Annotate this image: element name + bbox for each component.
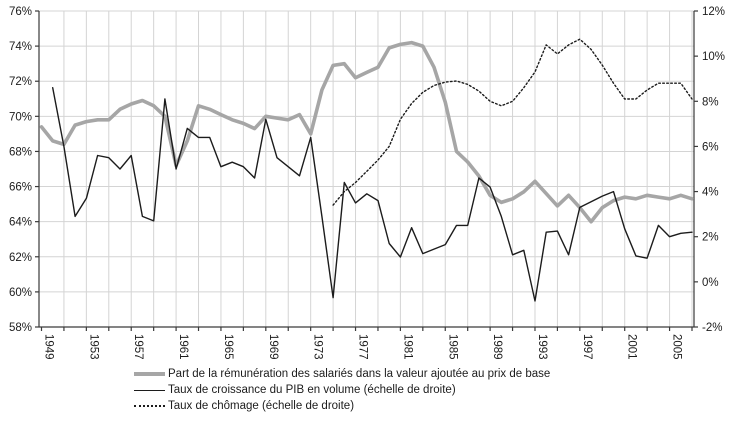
left-axis-label: 70%: [9, 111, 32, 123]
series-line-1: [52, 86, 693, 302]
x-axis-label: 1973: [312, 334, 324, 360]
x-axis-label: 1969: [267, 334, 279, 360]
left-axis-label: 58%: [9, 322, 32, 334]
line-chart-canvas: 76% 74% 72% 70% 68% 66% 64% 62% 60% 58% 12% 10% 8% 6%…: [9, 6, 725, 360]
x-axis-label: 1977: [357, 334, 369, 360]
right-axis-label: 6%: [702, 141, 719, 153]
x-axis-label: 1981: [401, 334, 413, 360]
legend-item-unemployment: Taux de chômage (échelle de droite): [134, 398, 550, 414]
x-axis-label: 1985: [446, 334, 458, 360]
x-axis-label: 1957: [132, 334, 144, 360]
legend-label: Taux de croissance du PIB en volume (éch…: [168, 384, 456, 396]
x-axis-label: 1953: [87, 334, 99, 360]
right-axis-label: 10%: [702, 51, 725, 63]
right-axis-label: 0%: [702, 277, 719, 289]
chart-legend: Part de la rémunération des salariés dan…: [134, 366, 550, 414]
legend-label: Part de la rémunération des salariés dan…: [168, 368, 551, 380]
right-axis-label: 4%: [702, 187, 719, 199]
thin-black-line-icon: [134, 389, 165, 391]
legend-item-gdp-growth: Taux de croissance du PIB en volume (éch…: [134, 382, 550, 398]
left-axis-label: 74%: [9, 41, 32, 53]
legend-item-labour-share: Part de la rémunération des salariés dan…: [134, 366, 550, 382]
x-axis-label: 1949: [43, 334, 55, 360]
left-axis-label: 72%: [9, 76, 32, 88]
left-axis-label: 60%: [9, 287, 32, 299]
legend-label: Taux de chômage (échelle de droite): [168, 400, 355, 412]
dotted-black-line-icon: [134, 405, 165, 407]
left-axis-label: 76%: [9, 6, 32, 18]
thick-gray-line-icon: [134, 372, 165, 376]
x-axis-label: 1961: [177, 334, 189, 360]
x-axis-label: 2005: [671, 334, 683, 360]
right-axis-label: -2%: [702, 322, 722, 334]
x-axis-label: 1989: [491, 334, 503, 360]
series-line-0: [39, 40, 694, 224]
right-axis-label: 2%: [702, 232, 719, 244]
series-line-2: [332, 38, 693, 206]
x-axis-label: 2001: [626, 334, 638, 360]
right-axis-label: 12%: [702, 6, 725, 18]
left-axis-label: 66%: [9, 182, 32, 194]
left-axis-label: 62%: [9, 252, 32, 264]
left-axis-label: 68%: [9, 146, 32, 158]
x-axis-label: 1965: [222, 334, 234, 360]
x-axis-label: 1997: [581, 334, 593, 360]
right-axis-label: 8%: [702, 96, 719, 108]
left-axis-label: 64%: [9, 217, 32, 229]
x-axis-label: 1993: [536, 334, 548, 360]
